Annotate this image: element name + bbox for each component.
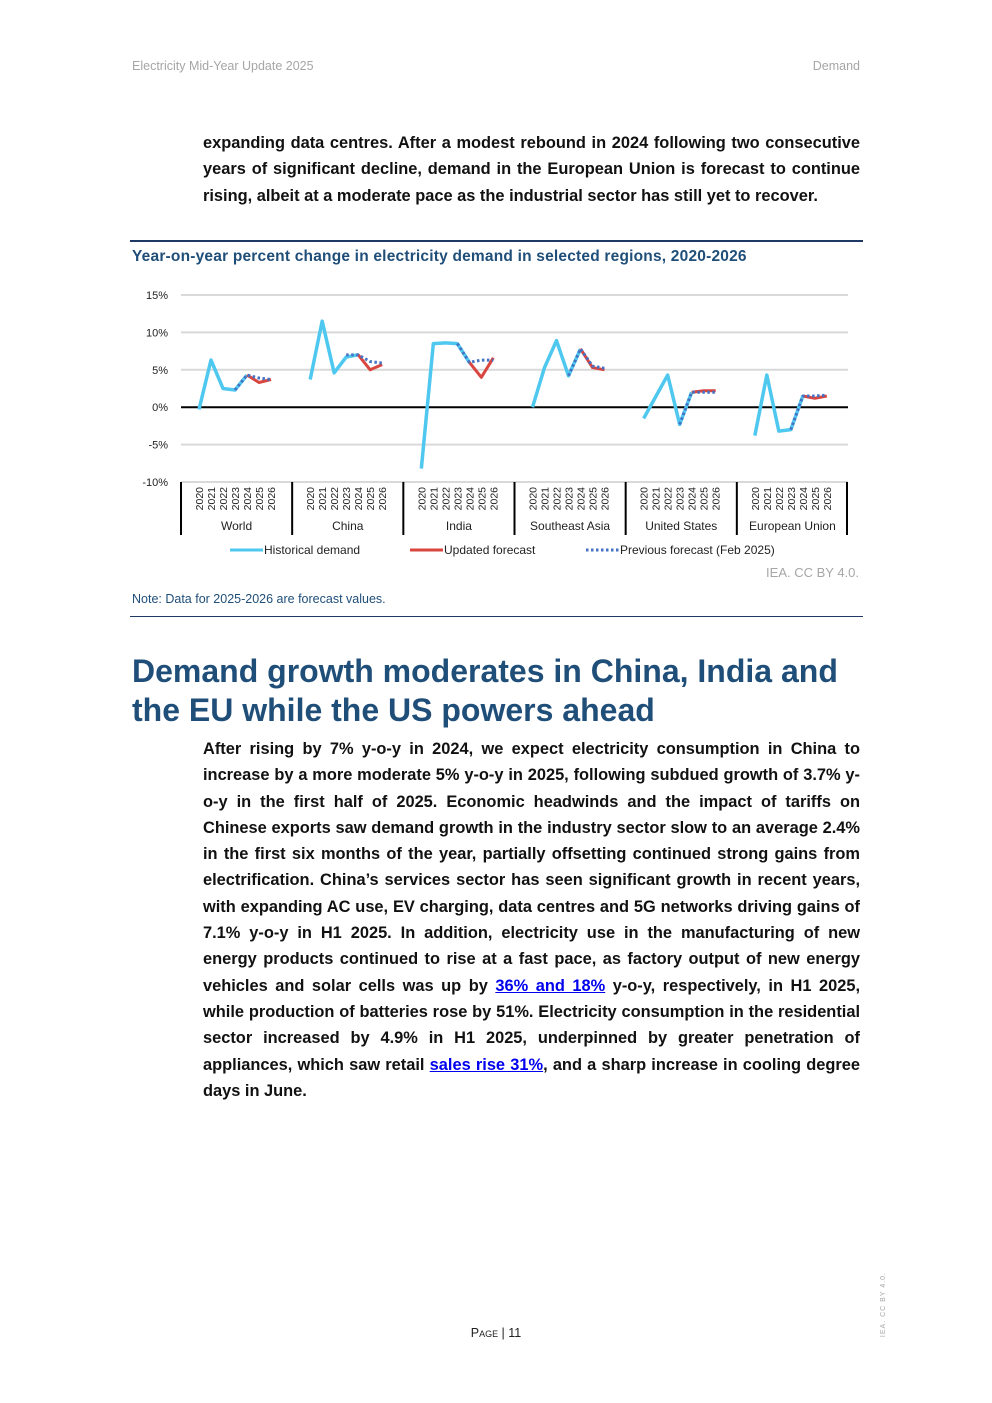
page-footer: Page | 11 <box>0 1326 992 1340</box>
year-tick-label: 2022 <box>329 487 341 511</box>
year-tick-label: 2021 <box>428 487 440 511</box>
y-tick-label: 5% <box>152 365 168 377</box>
year-tick-label: 2026 <box>711 487 723 511</box>
y-tick-label: -5% <box>148 440 168 452</box>
year-tick-label: 2023 <box>786 487 798 511</box>
page-word: Page <box>470 1326 499 1340</box>
page-number: 11 <box>508 1326 522 1340</box>
year-tick-label: 2020 <box>194 487 206 511</box>
category-label: United States <box>645 519 717 533</box>
year-tick-label: 2025 <box>699 487 711 511</box>
year-tick-label: 2021 <box>540 487 552 511</box>
series-line-historical-demand-united-states <box>642 373 694 427</box>
year-tick-label: 2026 <box>600 487 612 511</box>
legend-label: Historical demand <box>264 543 360 557</box>
year-tick-label: 2025 <box>365 487 377 511</box>
year-tick-label: 2023 <box>452 487 464 511</box>
chart: 15%10%5%0%-5%-10%2020 2021 2022 2023 2024 202… <box>142 290 848 557</box>
separator: | <box>498 1326 509 1340</box>
year-tick-label: 2022 <box>218 487 230 511</box>
legend-label: Previous forecast (Feb 2025) <box>620 543 775 557</box>
series-line-previous-forecast-feb-2025--world <box>233 373 272 391</box>
year-tick-label: 2023 <box>230 487 242 511</box>
series-line-historical-demand-southeast-asia <box>530 338 583 408</box>
section-heading: Demand growth moderates in China, India … <box>132 653 838 728</box>
category-label: European Union <box>749 519 836 533</box>
legend-label: Updated forecast <box>444 543 536 557</box>
figure-top-rule <box>130 240 863 242</box>
year-tick-label: 2022 <box>663 487 675 511</box>
side-credit: IEA. CC BY 4.0. <box>880 1272 887 1338</box>
year-tick-label: 2022 <box>440 487 452 511</box>
intro-paragraph: expanding data centres. After a modest r… <box>203 134 860 205</box>
year-tick-label: 2023 <box>564 487 576 511</box>
year-tick-label: 2024 <box>353 487 365 511</box>
year-tick-label: 2021 <box>317 487 329 511</box>
header-section: Demand <box>812 59 860 73</box>
text: y-o-y, respectively, in H1 2025, while p… <box>203 976 861 1074</box>
year-tick-label: 2024 <box>576 487 588 511</box>
text: to increase by a more moderate 5% y-o-y … <box>203 740 860 995</box>
year-tick-label: 2021 <box>762 487 774 511</box>
year-tick-label: 2026 <box>488 487 500 511</box>
category-label: World <box>221 519 252 533</box>
year-tick-label: 2026 <box>266 487 278 511</box>
section-paragraph: After rising by 7% y-o-y in 2024, we exp… <box>203 736 860 1104</box>
y-tick-label: 0% <box>152 402 168 414</box>
category-label: India <box>446 519 472 533</box>
chart-title: Year-on-year percent change in electrici… <box>132 248 747 265</box>
y-tick-label: -10% <box>142 477 168 489</box>
year-tick-label: 2024 <box>687 487 699 511</box>
series-line-historical-demand-european-union <box>753 373 805 436</box>
chart-credit: IEA. CC BY 4.0. <box>766 565 859 580</box>
series-line-previous-forecast-feb-2025--china <box>346 353 383 365</box>
y-tick-label: 10% <box>146 327 168 339</box>
emphasis-china: China <box>790 740 837 758</box>
series-line-previous-forecast-feb-2025--european-union <box>789 393 827 431</box>
header-report-title: Electricity Mid-Year Update 2025 <box>132 59 314 73</box>
year-tick-label: 2024 <box>242 487 254 511</box>
text: After rising by 7% y-o-y in 2024, we exp… <box>203 740 791 758</box>
chart-note: Note: Data for 2025-2026 are forecast va… <box>132 592 386 606</box>
year-tick-label: 2024 <box>798 487 810 511</box>
series-line-historical-demand-china <box>308 319 359 380</box>
year-tick-label: 2021 <box>651 487 663 511</box>
year-tick-label: 2026 <box>377 487 389 511</box>
year-tick-label: 2020 <box>750 487 762 511</box>
year-tick-label: 2025 <box>810 487 822 511</box>
year-tick-label: 2020 <box>528 487 540 511</box>
year-tick-label: 2024 <box>464 487 476 511</box>
figure-bottom-rule <box>130 616 863 617</box>
series-line-previous-forecast-feb-2025--united-states <box>678 390 716 425</box>
year-tick-label: 2022 <box>774 487 786 511</box>
series-line-previous-forecast-feb-2025--southeast-asia <box>567 347 605 377</box>
year-tick-label: 2025 <box>254 487 266 511</box>
year-tick-label: 2020 <box>416 487 428 511</box>
year-tick-label: 2021 <box>206 487 218 511</box>
year-tick-label: 2025 <box>476 487 488 511</box>
year-tick-label: 2023 <box>675 487 687 511</box>
series-line-updated-forecast-china <box>356 353 383 372</box>
category-label: Southeast Asia <box>530 519 610 533</box>
year-tick-label: 2026 <box>822 487 834 511</box>
year-tick-label: 2022 <box>552 487 564 511</box>
year-tick-label: 2020 <box>639 487 651 511</box>
series-line-updated-forecast-india <box>468 357 495 379</box>
text: , and a sharp increase in cooling degree… <box>203 1055 861 1100</box>
link-36-18[interactable]: 36% and 18% <box>495 976 606 995</box>
category-label: China <box>332 519 364 533</box>
year-tick-label: 2025 <box>588 487 600 511</box>
series-line-updated-forecast-world <box>246 373 272 385</box>
year-tick-label: 2023 <box>341 487 353 511</box>
series-line-previous-forecast-feb-2025--india <box>456 342 494 364</box>
series-line-historical-demand-india <box>419 341 471 469</box>
link-sales-rise[interactable]: sales rise 31% <box>429 1055 544 1074</box>
y-tick-label: 15% <box>146 290 168 302</box>
year-tick-label: 2020 <box>305 487 317 511</box>
